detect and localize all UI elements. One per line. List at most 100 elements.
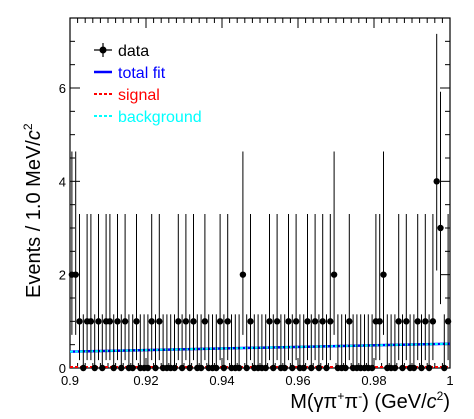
data-marker [201, 318, 209, 325]
data-point [262, 314, 269, 372]
data-marker [118, 364, 125, 372]
x-tick-label: 0.94 [209, 373, 234, 388]
data-point [399, 314, 406, 372]
data-point [308, 314, 315, 372]
data-marker [323, 364, 330, 372]
data-point [289, 314, 296, 372]
data-marker [273, 318, 281, 325]
data-marker [380, 271, 387, 278]
data-marker [342, 364, 349, 372]
data-point [95, 214, 102, 361]
data-point [186, 314, 193, 372]
data-point [213, 314, 220, 372]
data-point [395, 214, 402, 361]
data-marker [300, 364, 307, 372]
data-point [76, 214, 83, 361]
data-marker [285, 318, 292, 325]
data-marker [266, 318, 273, 325]
data-point [247, 214, 254, 361]
background-curve [69, 342, 451, 353]
data-point [91, 314, 98, 372]
data-marker [444, 318, 452, 325]
data-marker [368, 364, 376, 372]
data-marker [224, 318, 231, 325]
data-point [403, 214, 410, 361]
data-point [156, 214, 163, 361]
data-point [118, 314, 125, 372]
data-marker [80, 364, 87, 372]
legend-label-data: data [118, 43, 149, 60]
data-point [281, 314, 288, 372]
data-point [311, 214, 319, 361]
data-point [338, 314, 345, 372]
data-marker [87, 318, 95, 325]
data-point [83, 214, 91, 361]
y-axis-label: Events / 1.0 MeV/c2 [21, 123, 45, 298]
legend-entry-data: data [94, 43, 149, 60]
data-point [380, 151, 387, 335]
data-marker [148, 318, 155, 325]
data-marker [99, 364, 106, 372]
data-marker [422, 318, 429, 325]
data-marker [304, 318, 311, 325]
x-tick-label: 1 [446, 373, 453, 388]
data-point [346, 214, 353, 361]
data-point [391, 314, 399, 372]
axis-ticks [69, 17, 451, 369]
data-point [197, 314, 205, 372]
data-marker [239, 271, 247, 278]
data-point [418, 314, 425, 372]
legend-label-total-fit: total fit [118, 65, 166, 82]
data-point [441, 314, 448, 372]
legend-entry-total-fit: total fit [94, 65, 166, 82]
x-tick-label: 0.92 [133, 373, 158, 388]
data-point [220, 314, 228, 372]
data-marker [281, 364, 288, 372]
data-point [144, 314, 152, 372]
data-point [148, 214, 155, 361]
data-point [300, 314, 307, 372]
data-marker [243, 364, 250, 372]
data-point [190, 214, 197, 361]
data-point [232, 314, 239, 372]
x-tick-label: 0.98 [361, 373, 386, 388]
data-marker [418, 364, 425, 372]
data-point [87, 214, 95, 361]
data-point [357, 314, 364, 372]
data-point [334, 314, 342, 372]
data-point [114, 214, 121, 361]
data-point [387, 314, 395, 372]
data-marker [76, 318, 83, 325]
data-marker [414, 318, 421, 325]
data-marker [175, 318, 182, 325]
x-tick-label: 0.96 [285, 373, 310, 388]
data-marker [437, 224, 444, 232]
data-point [319, 214, 326, 361]
data-point [444, 214, 452, 361]
data-marker [190, 318, 197, 325]
data-point [304, 214, 311, 361]
data-marker [289, 364, 296, 372]
data-marker [399, 364, 406, 372]
y-tick-label: 0 [59, 361, 66, 376]
data-marker [270, 364, 277, 372]
data-marker [346, 318, 353, 325]
data-point [433, 33, 440, 271]
data-marker [186, 364, 193, 372]
data-marker [216, 318, 224, 325]
data-point [182, 214, 190, 361]
data-marker [156, 318, 163, 325]
data-point [163, 314, 171, 372]
data-point [243, 314, 250, 372]
data-point [273, 214, 281, 361]
data-point [330, 151, 338, 335]
data-marker [91, 364, 98, 372]
data-marker [391, 364, 399, 372]
data-marker [95, 318, 102, 325]
data-point [342, 314, 349, 372]
data-point [235, 314, 243, 372]
data-point [110, 314, 117, 372]
data-marker [197, 364, 205, 372]
data-point [239, 151, 247, 335]
